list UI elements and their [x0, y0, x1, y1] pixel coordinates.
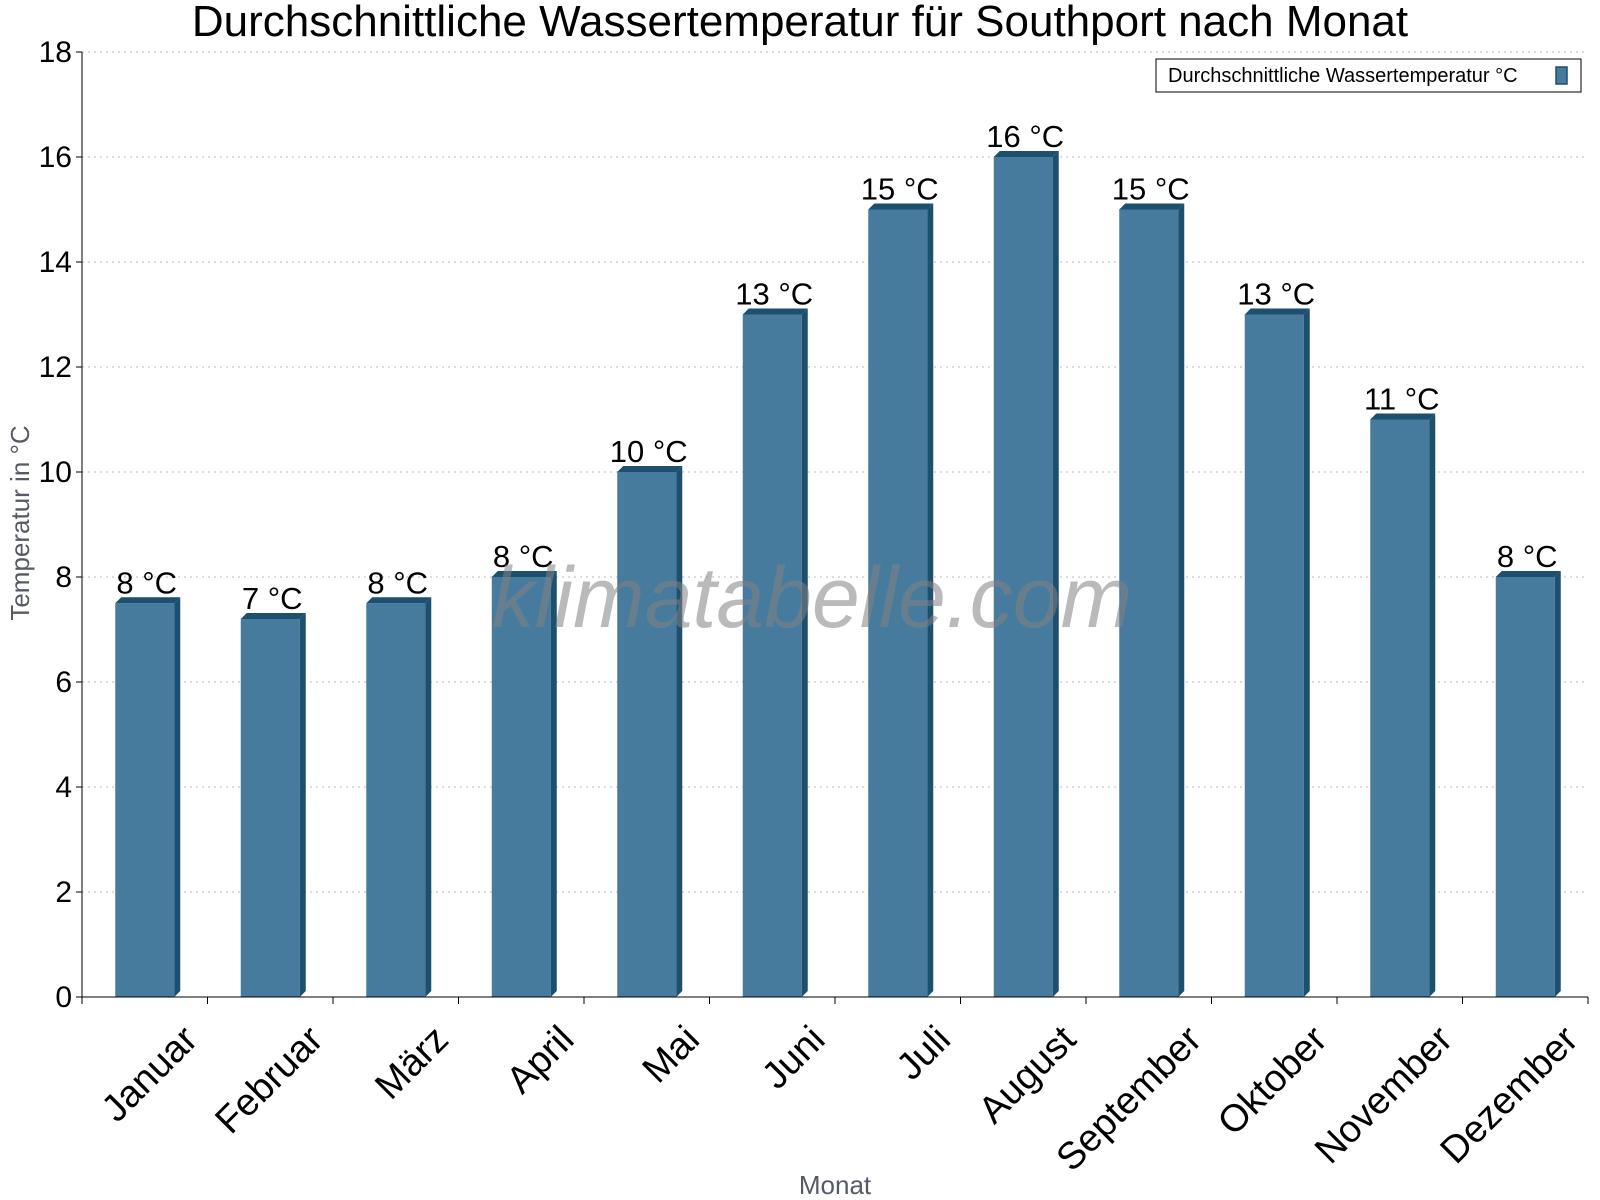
bar-side [1554, 571, 1561, 997]
bar-top [491, 571, 557, 577]
bar-side [299, 613, 306, 997]
y-tick-label: 10 [39, 456, 72, 489]
bar-top [1119, 203, 1185, 210]
data-label: 8 °C [367, 565, 428, 600]
bar-face [1495, 577, 1555, 997]
bar-top [240, 613, 306, 619]
x-axis-label: Monat [799, 1170, 872, 1200]
data-label: 15 °C [861, 172, 939, 207]
bar-face [868, 209, 928, 997]
gridlines [82, 51, 1588, 893]
bar-face [240, 619, 300, 997]
bar-face [1244, 314, 1304, 997]
bar-top [868, 203, 934, 210]
x-tick-label: Oktober [1210, 1018, 1336, 1144]
y-tick-label: 14 [39, 246, 72, 279]
y-axis-label: Temperatur in °C [5, 425, 35, 620]
x-tick-label: Februar [207, 1018, 331, 1142]
y-axis-ticks: 0 2 4 6 8 10 12 14 16 18 [39, 36, 82, 1014]
bar-top [115, 597, 181, 604]
bar [742, 308, 808, 997]
bar [1119, 203, 1185, 997]
bar-face [1119, 209, 1179, 997]
y-tick-label: 0 [55, 981, 72, 1014]
y-tick-label: 12 [39, 351, 72, 384]
x-tick-label: März [367, 1018, 456, 1107]
bar [617, 466, 683, 997]
data-label: 8 °C [116, 565, 177, 600]
bar-face [115, 603, 175, 997]
bar-side [801, 308, 808, 997]
bar-side [1429, 413, 1436, 997]
y-tick-label: 8 [55, 561, 72, 594]
data-label: 13 °C [735, 277, 813, 312]
data-labels: 8 °C 7 °C 8 °C 8 °C 10 °C 13 °C 15 °C 16 °C 15 °… [116, 119, 1557, 616]
axes [81, 52, 1588, 998]
bar-face [491, 577, 551, 997]
x-tick-label: Mai [635, 1018, 708, 1091]
bars [115, 151, 1561, 997]
y-tick-label: 2 [55, 876, 72, 909]
bar-side [1303, 308, 1310, 997]
bar-side [550, 571, 557, 997]
bar-top [742, 308, 808, 315]
bar [240, 613, 306, 997]
bar-top [1370, 413, 1436, 420]
bar-top [1244, 308, 1310, 315]
bar [868, 203, 934, 997]
bar [115, 597, 181, 997]
bar-face [1370, 419, 1430, 997]
bar-side [676, 466, 683, 997]
x-tick-label: Dezember [1433, 1018, 1587, 1172]
bar-side [425, 597, 432, 997]
bar-face [993, 157, 1053, 997]
legend-box [1155, 58, 1582, 93]
bar-top [617, 466, 683, 472]
bar-top [366, 597, 432, 604]
bar-side [1052, 151, 1059, 997]
data-label: 15 °C [1112, 172, 1190, 207]
bar-face [617, 472, 677, 997]
data-label: 13 °C [1237, 277, 1315, 312]
x-tick-label: Januar [94, 1018, 206, 1130]
bar [1370, 413, 1436, 997]
y-tick-label: 4 [55, 771, 72, 804]
legend: Durchschnittliche Wassertemperatur °C [1155, 58, 1582, 93]
bar [366, 597, 432, 997]
bar-side [927, 203, 934, 997]
legend-label: Durchschnittliche Wassertemperatur °C [1168, 65, 1518, 87]
legend-swatch [1555, 66, 1568, 85]
watermark: klimatabelle.com [492, 550, 1132, 646]
bar [491, 571, 557, 997]
chart-title: Durchschnittliche Wassertemperatur für S… [192, 0, 1408, 46]
x-axis-ticks: Januar Februar März April Mai Juni Juli AugustS… [81, 997, 1589, 1179]
x-tick-label: April [499, 1018, 582, 1101]
data-label: 8 °C [1497, 539, 1558, 574]
bar-face [366, 603, 426, 997]
bar-side [1178, 203, 1185, 997]
y-tick-label: 18 [39, 36, 72, 69]
data-label: 11 °C [1364, 382, 1440, 417]
y-tick-label: 6 [55, 666, 72, 699]
bar-face [742, 314, 802, 997]
bar [1495, 571, 1561, 997]
bar-side [174, 597, 181, 997]
data-label: 10 °C [610, 434, 688, 469]
data-label: 8 °C [493, 539, 554, 574]
data-label: 7 °C [242, 581, 303, 616]
bar-top [993, 151, 1059, 157]
x-tick-label: Juni [754, 1018, 833, 1097]
y-tick-label: 16 [39, 141, 72, 174]
bar [993, 151, 1059, 997]
data-label: 16 °C [986, 119, 1064, 154]
x-tick-label: August [971, 1018, 1085, 1132]
x-tick-label: Juli [889, 1018, 959, 1088]
bar [1244, 308, 1310, 997]
bar-top [1495, 571, 1561, 577]
